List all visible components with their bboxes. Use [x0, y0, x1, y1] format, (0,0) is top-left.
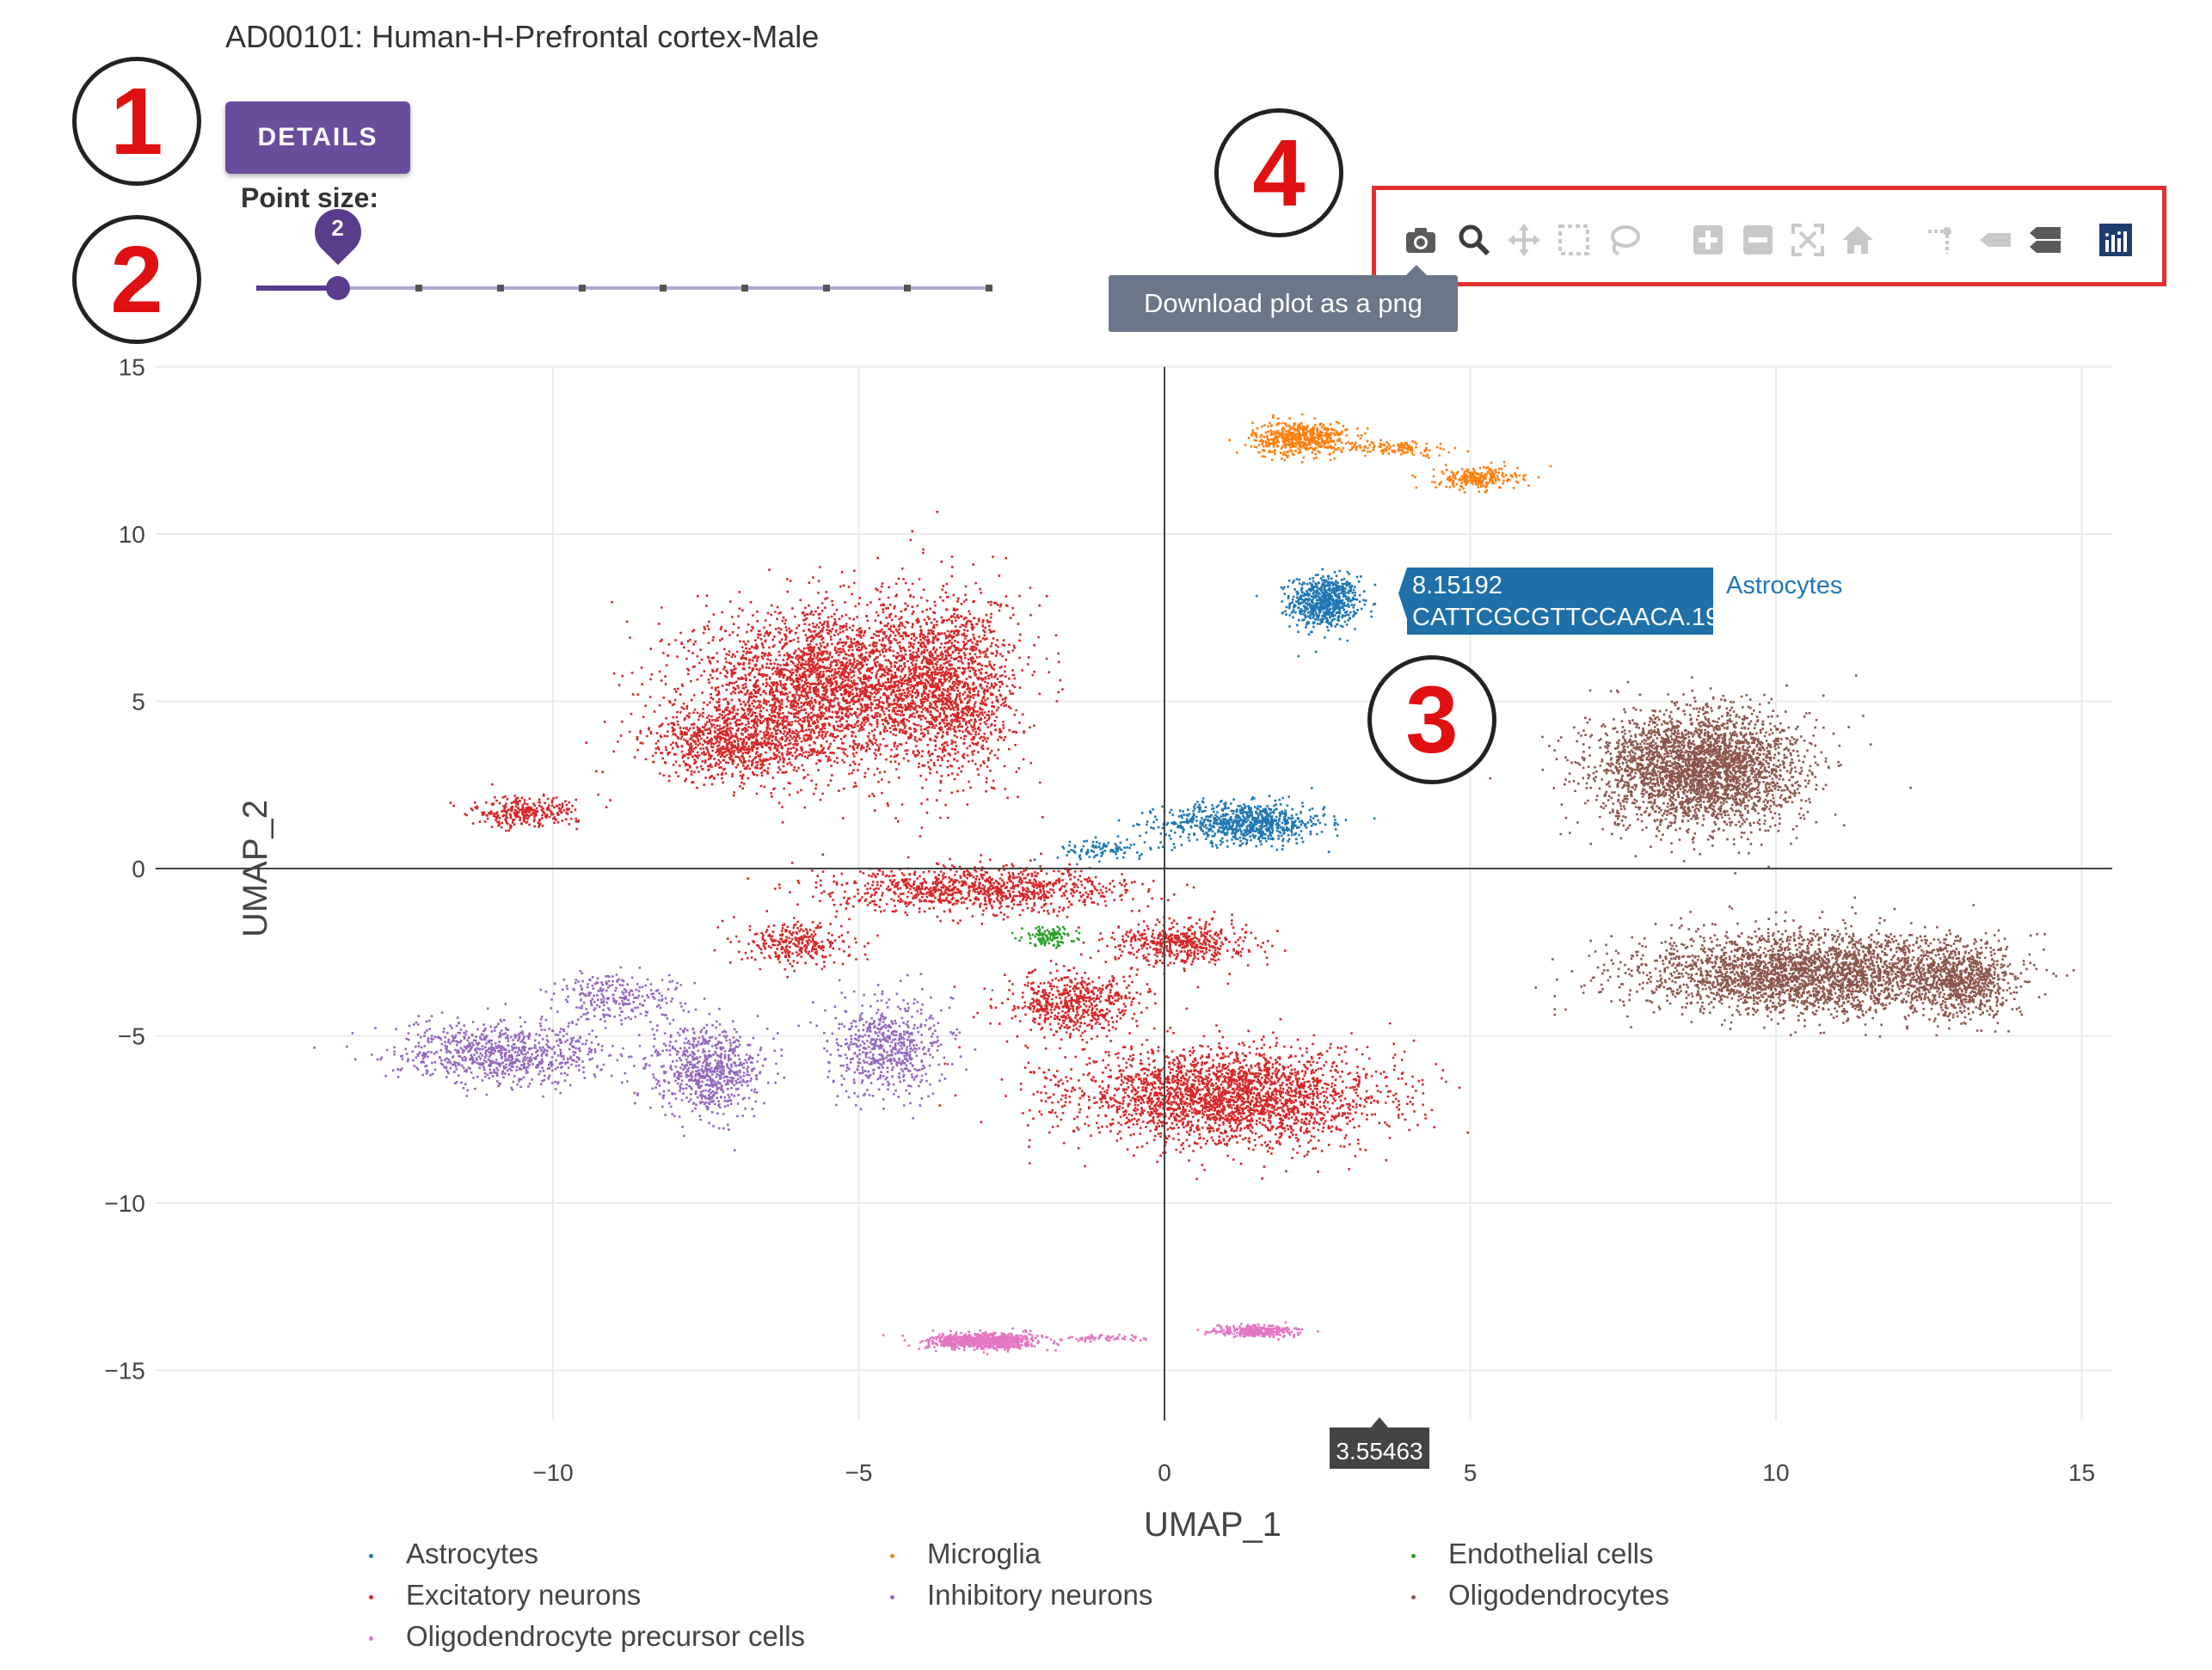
slider-tick	[660, 285, 667, 292]
point-size-label: Point size:	[241, 182, 379, 213]
slider-track[interactable]	[256, 286, 989, 290]
pan-icon[interactable]	[1505, 221, 1543, 259]
legend-item-endothelial[interactable]: Endothelial cells	[1448, 1538, 1654, 1569]
x-tick-label: 15	[2068, 1459, 2095, 1486]
series-excitatory-neurons	[449, 511, 1470, 1181]
legend-marker-oligodendrocytes	[1411, 1595, 1416, 1599]
cluster-points	[1033, 568, 1377, 866]
y-tick-label: 5	[132, 689, 145, 715]
cluster-points	[1011, 925, 1081, 949]
slider-fill	[256, 285, 338, 291]
x-tick-label: −5	[845, 1459, 873, 1486]
camera-icon[interactable]	[1402, 221, 1440, 259]
cluster-points	[313, 966, 994, 1151]
details-button[interactable]: DETAILS	[225, 101, 410, 174]
series-astrocytes	[1033, 568, 1377, 866]
grid-lines	[155, 365, 2113, 1421]
hover-x-label: 3.55463	[1330, 1417, 1429, 1469]
cluster-points	[1489, 674, 2075, 1038]
page-title: AD00101: Human-H-Prefrontal cortex-Male	[225, 19, 820, 54]
y-tick-label: −15	[104, 1358, 145, 1385]
hover-compare-icon[interactable]	[2026, 221, 2064, 259]
callout-3: 3	[1367, 655, 1496, 784]
scatter-points	[313, 413, 2075, 1355]
slider-thumb[interactable]	[325, 276, 350, 300]
series-endothelial-cells	[1011, 925, 1081, 949]
slider-tick	[822, 285, 830, 292]
legend-item-astrocytes[interactable]: Astrocytes	[406, 1538, 539, 1569]
spike-lines-icon[interactable]	[1923, 221, 1961, 259]
plot-modebar	[1372, 186, 2166, 286]
autoscale-icon[interactable]	[1789, 221, 1827, 259]
slider-tick	[415, 285, 423, 292]
tooltip-arrow	[1406, 265, 1427, 275]
zoom-in-icon[interactable]	[1689, 221, 1727, 259]
zoom-icon[interactable]	[1455, 221, 1493, 259]
series-oligodendrocyte-precursor-cells	[882, 1321, 1319, 1355]
cluster-points	[1228, 413, 1552, 494]
hover-cluster-name: Astrocytes	[1726, 572, 1842, 599]
legend-item-oligodendrocytes[interactable]: Oligodendrocytes	[1448, 1579, 1669, 1611]
legend-item-inhibitory[interactable]: Inhibitory neurons	[927, 1579, 1153, 1611]
x-axis-label: UMAP_1	[1144, 1506, 1281, 1544]
x-tick-label: −10	[532, 1459, 574, 1486]
legend-marker-endothelial	[1411, 1554, 1416, 1558]
hover-cell-id: CATTCGCGTTCCAACA.19	[1412, 604, 1719, 631]
slider-tick	[578, 285, 586, 292]
axes	[155, 366, 2113, 1421]
legend-marker-microglia	[890, 1554, 894, 1558]
x-tick-label: 10	[1762, 1459, 1789, 1486]
callout-1: 1	[72, 57, 201, 186]
legend-item-excitatory[interactable]: Excitatory neurons	[406, 1579, 642, 1611]
hover-x-value: 3.55463	[1336, 1438, 1422, 1464]
y-tick-label: 0	[132, 856, 145, 882]
zoom-out-icon[interactable]	[1739, 221, 1777, 259]
callout-4: 4	[1214, 108, 1343, 237]
legend-item-microglia[interactable]: Microglia	[927, 1538, 1041, 1569]
cluster-points	[449, 511, 1470, 1181]
y-tick-label: −10	[104, 1190, 145, 1217]
box-select-icon[interactable]	[1555, 221, 1593, 259]
x-tick-label: 0	[1158, 1459, 1171, 1486]
y-axis-label: UMAP_2	[237, 800, 274, 937]
y-tick-label: −5	[118, 1023, 145, 1050]
download-tooltip: Download plot as a png	[1109, 275, 1458, 332]
lasso-select-icon[interactable]	[1605, 221, 1643, 259]
slider-tick	[497, 285, 504, 292]
y-tick-label: 10	[119, 521, 145, 548]
series-inhibitory-neurons	[313, 966, 994, 1151]
slider-tick	[904, 285, 912, 292]
legend-marker-opc	[369, 1636, 373, 1641]
legend-marker-astrocytes	[369, 1554, 373, 1558]
callout-2: 2	[72, 215, 201, 344]
tick-labels: −10 −5 0 5 10 15 −15 −10 −5 0 5 10 15	[104, 354, 2095, 1486]
reset-axes-icon[interactable]	[1839, 221, 1877, 259]
hover-closest-icon[interactable]	[1976, 221, 2014, 259]
slider-tick	[986, 285, 992, 292]
hover-y-value: 8.15192	[1412, 572, 1502, 599]
series-oligodendrocytes	[1489, 674, 2075, 1038]
x-tick-label: 5	[1464, 1459, 1478, 1486]
plotly-logo-icon[interactable]	[2097, 221, 2135, 259]
series-microglia	[1228, 413, 1552, 494]
y-tick-label: 15	[119, 354, 145, 381]
legend-marker-inhibitory	[890, 1595, 894, 1599]
hover-label: 8.15192 CATTCGCGTTCCAACA.19 Astrocytes	[1398, 568, 1842, 635]
slider-value-label: 2	[331, 215, 344, 241]
legend-item-opc[interactable]: Oligodendrocyte precursor cells	[406, 1620, 806, 1652]
legend-marker-excitatory	[369, 1595, 373, 1599]
cluster-points	[882, 1321, 1319, 1355]
slider-tick	[741, 285, 748, 292]
